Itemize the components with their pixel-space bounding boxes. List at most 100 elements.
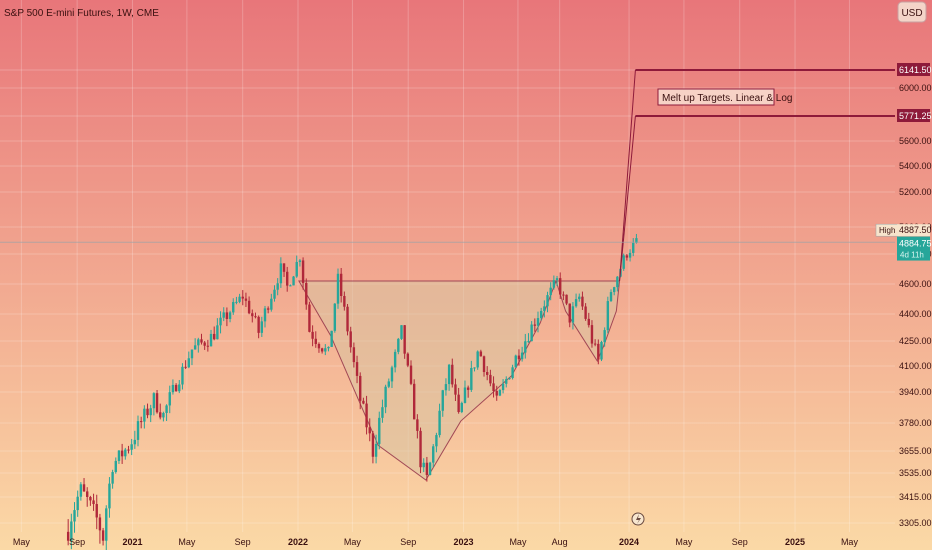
candle [460,401,464,414]
svg-text:4884.75: 4884.75 [899,239,932,249]
candle [371,430,375,464]
last-price-tag: 4884.75 4d 11h [897,236,932,261]
candle [222,307,225,322]
candle [349,326,352,353]
candle [622,253,625,271]
log-projection-line [619,69,636,282]
candle [279,257,283,288]
time-marker-icon[interactable] [631,512,645,526]
candle [187,351,190,369]
candle [568,303,571,328]
candle [232,298,235,315]
candle [482,355,486,377]
y-tick-label: 3940.00 [899,387,932,397]
candle [486,366,489,381]
candle [412,379,416,420]
candle [339,268,343,303]
candle [359,372,362,410]
candle [209,329,213,347]
candle [197,337,200,353]
x-tick-label: 2021 [122,537,142,547]
candle [492,376,495,398]
candle [597,339,600,365]
candle [495,385,498,401]
candle [108,477,111,518]
candle [171,379,175,395]
candle [244,292,248,308]
candle [324,344,327,356]
candle [466,385,470,398]
candle [603,327,606,347]
candle [273,285,276,302]
candle [289,284,292,287]
candle [79,482,83,501]
candle [387,378,390,389]
x-tick-label: 2025 [785,537,805,547]
svg-text:6141.50: 6141.50 [899,65,932,75]
currency-button[interactable]: USD [897,1,927,23]
y-tick-label: 3780.00 [899,418,932,428]
candle [127,445,130,454]
candle [238,293,241,304]
price-labels: 6141.50 5771.25 High 4887.50 4884.75 4d 11h [875,63,932,261]
candle [584,303,587,321]
candle [555,275,559,286]
candle [600,340,603,362]
x-tick-label: May [13,537,31,547]
candle [184,360,187,370]
candle [228,310,232,323]
candle [133,430,137,449]
candle [625,254,629,261]
candle [330,330,333,347]
candle [292,275,295,286]
candle [101,527,105,546]
candle [311,325,314,347]
candle [384,384,387,414]
y-tick-label: 4100.00 [899,361,932,371]
candle [527,333,530,343]
candle [159,403,162,420]
y-tick-label: 3415.00 [899,492,932,502]
candle [578,293,581,302]
candle [365,395,368,435]
candle [419,427,422,474]
candle [298,259,302,267]
candle [409,360,413,386]
candle [559,272,562,299]
target-label-box: Melt up Targets. Linear & Log [657,88,792,106]
candle [149,404,152,423]
candle [70,513,73,550]
time-axis[interactable]: May Sep 2021 May Sep 2022 May Sep 2023 May Aug 2024… [13,537,859,547]
candle [247,296,251,315]
y-tick-label: 5200.00 [899,187,932,197]
y-tick-label: 4600.00 [899,279,932,289]
candle [333,303,337,333]
candle [305,278,308,310]
candle [136,415,140,447]
candle [612,286,616,296]
candle [266,306,270,314]
y-tick-label: 6000.00 [899,83,932,93]
y-tick-label: 4400.00 [899,309,932,319]
candle [368,418,371,442]
x-tick-label: May [178,537,196,547]
candle [117,450,121,464]
candle [193,338,197,350]
candle [549,282,552,301]
candle [628,249,632,262]
candle [346,303,349,336]
candle [66,519,70,546]
candle [565,294,568,306]
candle [352,342,356,368]
candle [130,438,133,456]
candle [251,309,254,323]
candle [498,388,502,397]
candle [381,399,384,423]
candle [616,276,619,292]
candle [111,469,114,489]
candle [89,495,92,506]
candle [400,325,403,340]
